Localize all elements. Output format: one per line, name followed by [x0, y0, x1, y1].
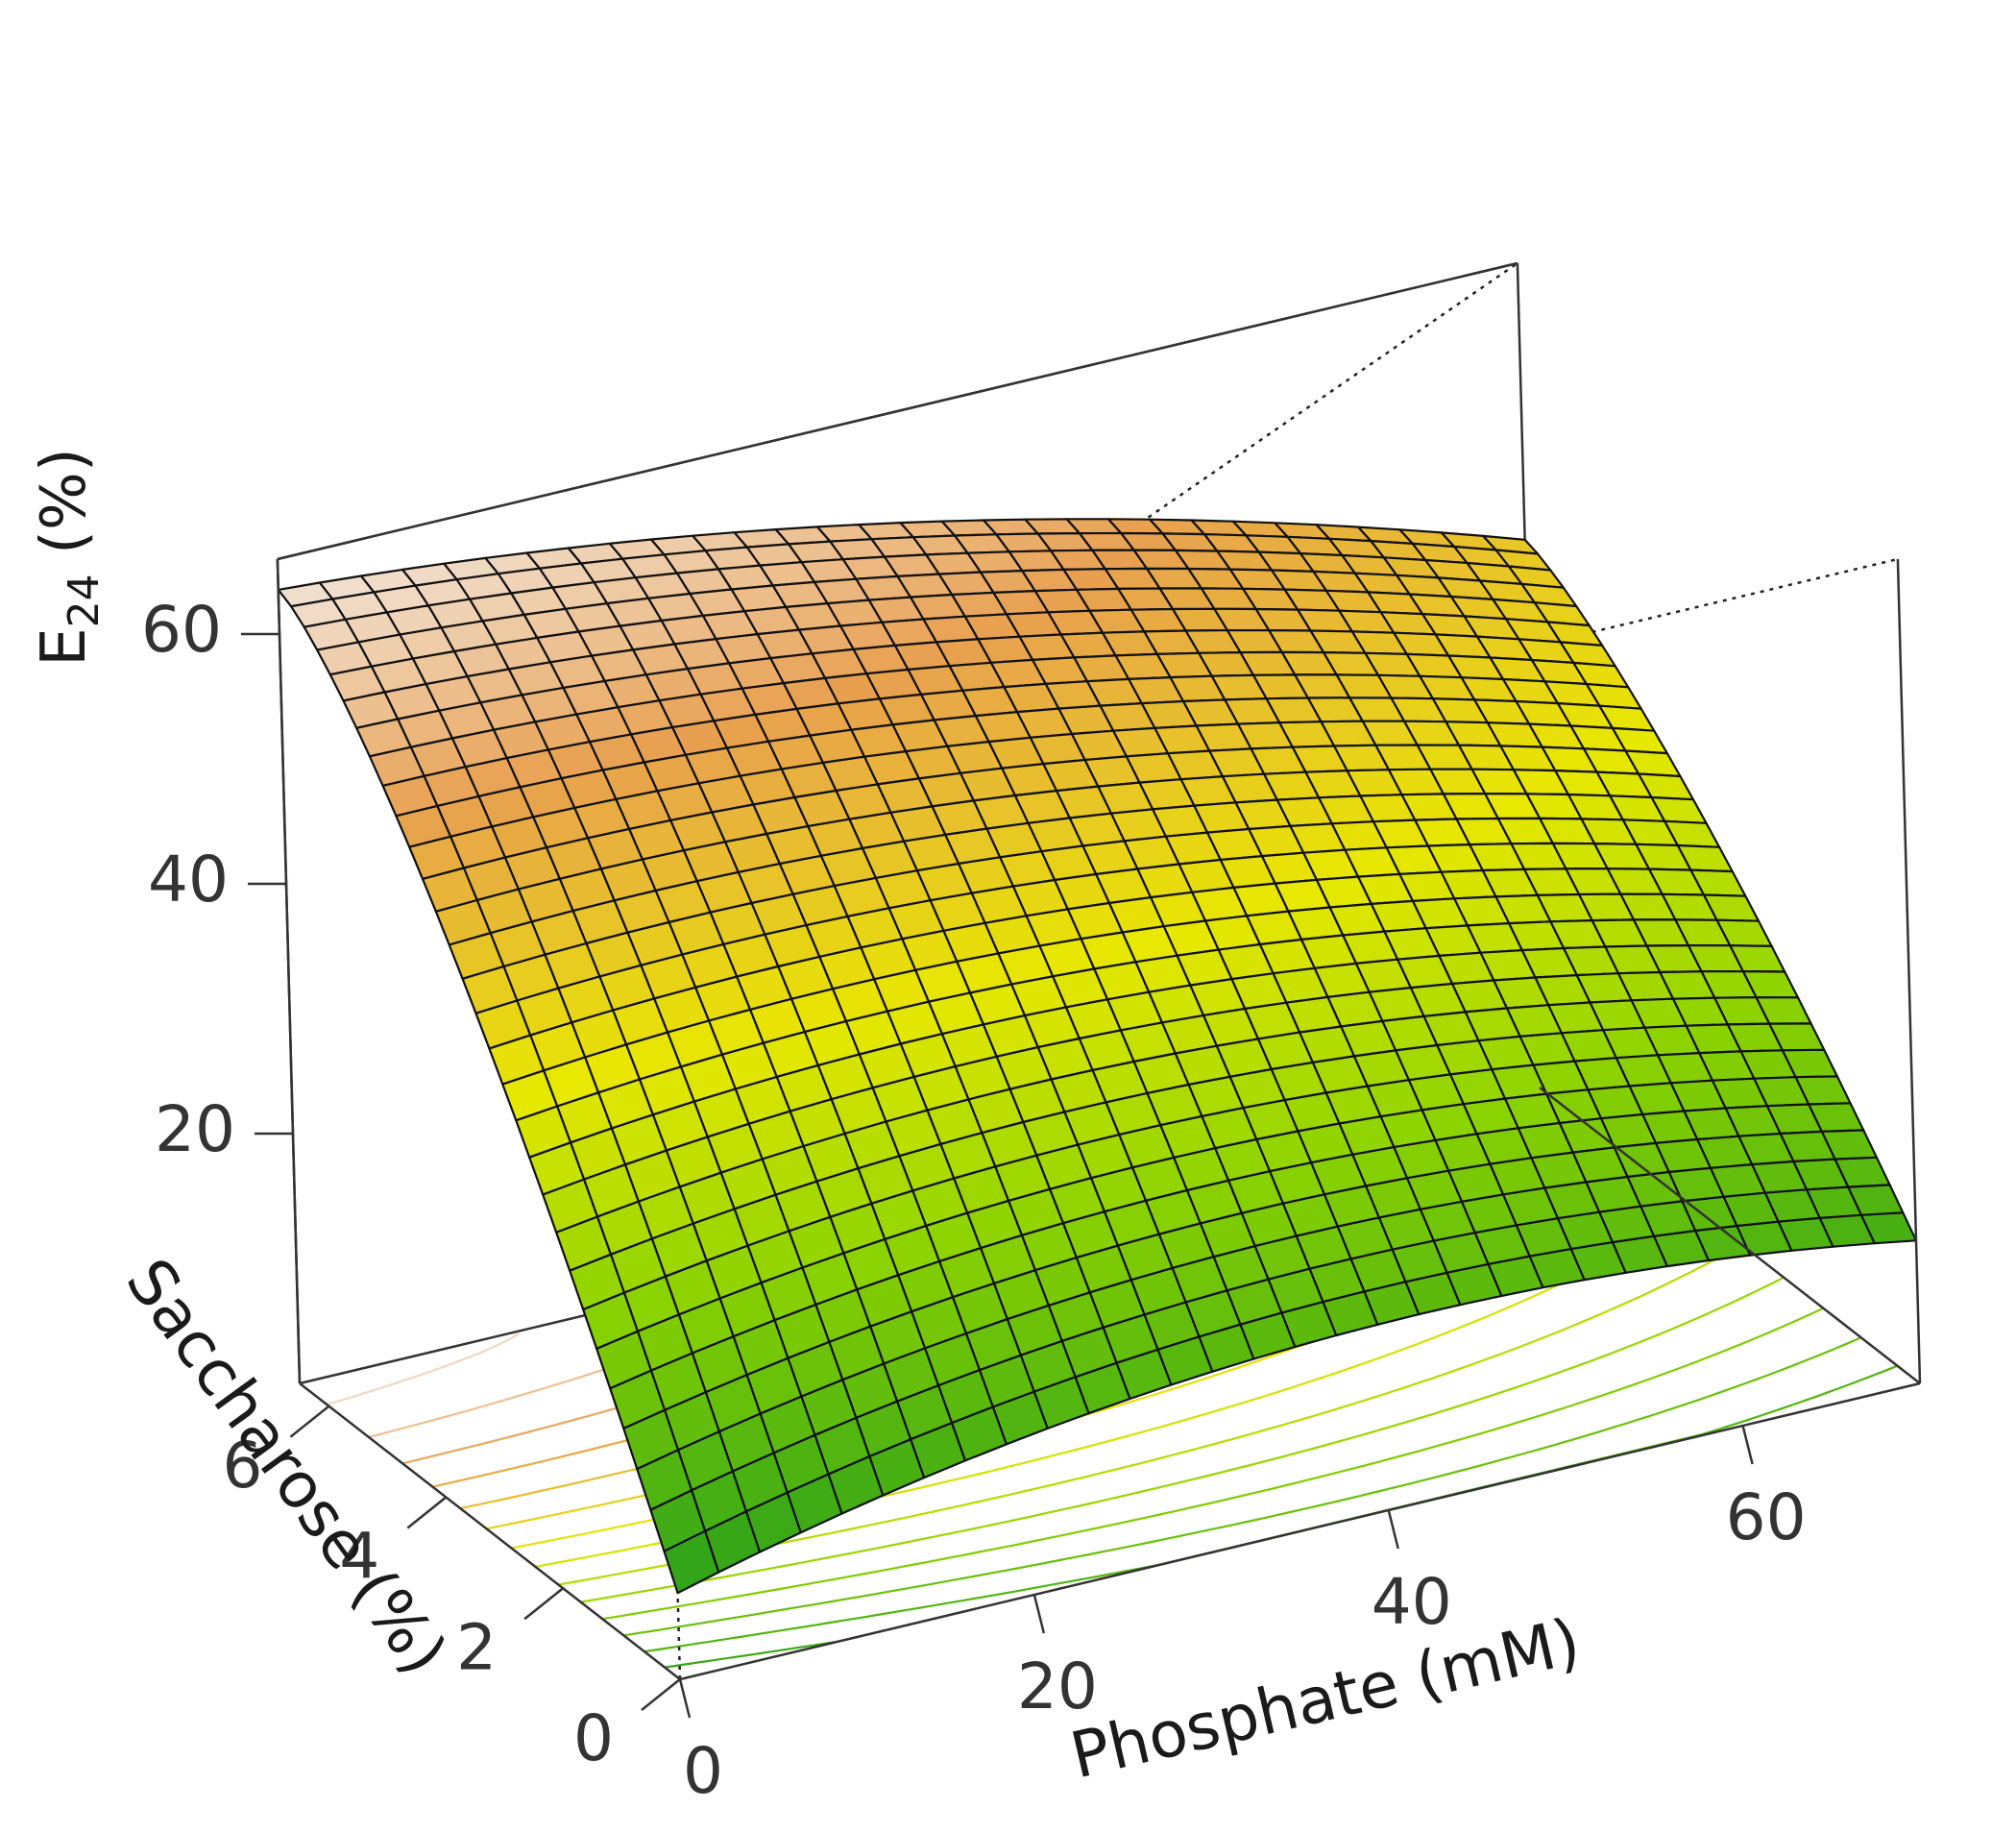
y-tick-label: 4 [339, 1520, 379, 1594]
y-tick-label: 6 [222, 1429, 262, 1503]
z-axis-title-main: E [29, 627, 100, 666]
x-tick-label: 60 [1726, 1480, 1807, 1554]
z-axis-title-sub: 24 [60, 574, 109, 627]
floor-contour-line [644, 1364, 1898, 1653]
z-axis-title: E24 (%) [29, 448, 109, 667]
x-tick-mark [678, 1678, 692, 1719]
box-edge-front [1539, 1087, 1921, 1384]
floor-contour-line [623, 1336, 1862, 1637]
y-tick-label: 0 [573, 1701, 614, 1775]
y-tick-label: 2 [456, 1610, 497, 1684]
z-tick-label: 60 [141, 593, 222, 667]
x-tick-label: 0 [683, 1734, 723, 1808]
y-tick-mark [406, 1496, 448, 1529]
x-tick-mark [1032, 1594, 1046, 1634]
axes: 0 20 40 60 0 2 4 6 20 40 60 [141, 593, 1807, 1808]
box-edge-front [277, 261, 1518, 561]
box-edge-front [1896, 558, 1922, 1384]
x-tick-mark [1387, 1509, 1399, 1550]
bounding-box-front [276, 261, 1922, 1681]
x-tick-label: 20 [1017, 1650, 1098, 1723]
y-tick-mark [289, 1405, 330, 1438]
floor-contour-line [602, 1307, 1824, 1621]
floor-contour-line [580, 1276, 1785, 1603]
response-surface [277, 518, 1918, 1595]
x-tick-mark [1741, 1425, 1754, 1465]
y-tick-mark [641, 1678, 681, 1711]
z-tick-label: 40 [148, 843, 229, 916]
box-edge-front [299, 1382, 681, 1680]
y-tick-mark [523, 1587, 564, 1621]
floor-contour-line [664, 1641, 836, 1669]
y-axis-title: Saccharose (%) [111, 1245, 461, 1688]
z-axis-title-suffix: (%) [29, 448, 100, 574]
surface-cell [1859, 1211, 1918, 1245]
floor-contour-line [326, 1332, 521, 1406]
x-tick-label: 40 [1372, 1565, 1452, 1639]
box-edge-front [679, 1381, 1921, 1681]
box-edge-front [276, 558, 302, 1384]
z-tick-label: 20 [155, 1092, 235, 1166]
x-axis-title: Phosphate (mM) [1064, 1604, 1587, 1794]
